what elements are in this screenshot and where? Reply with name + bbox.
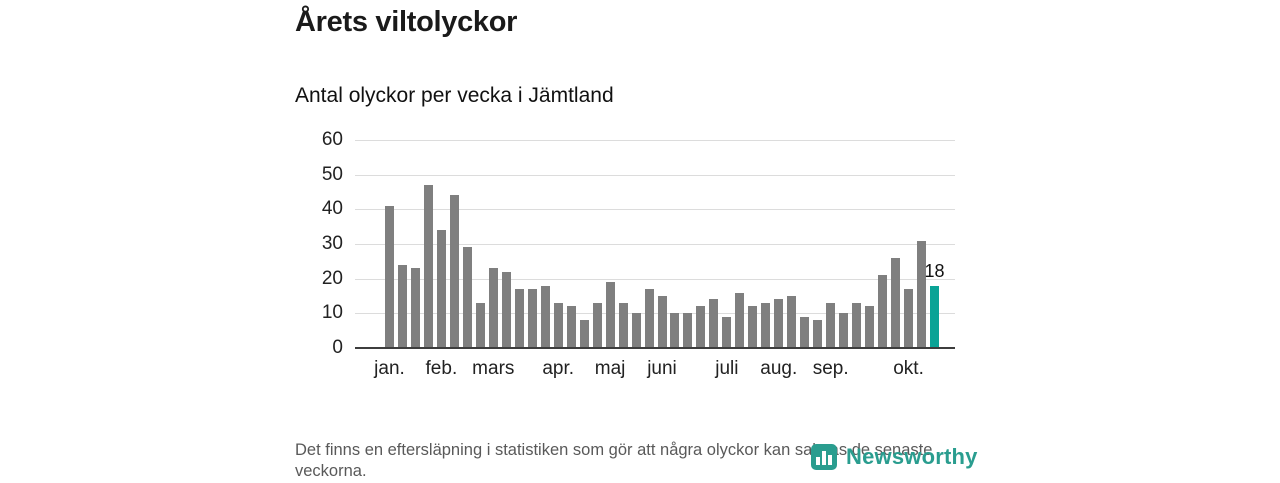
bar-week [462, 247, 472, 348]
chart-title: Årets viltolyckor [295, 6, 518, 38]
bar-week [696, 306, 706, 348]
bar-week [800, 316, 810, 348]
newsworthy-icon [811, 444, 837, 470]
bar-week [423, 185, 433, 348]
y-tick-label: 20 [321, 267, 343, 289]
bar-week [527, 289, 537, 348]
bar-week [774, 299, 784, 348]
y-tick-label: 50 [321, 163, 343, 185]
bar-week [813, 320, 823, 348]
bar-week [748, 306, 758, 348]
x-tick-label: sep. [812, 358, 849, 379]
bar-week [566, 306, 576, 348]
highlight-value-label: 18 [924, 260, 945, 281]
bar-week [579, 320, 589, 348]
bar-week [618, 302, 628, 348]
x-tick-label: mars [472, 358, 515, 379]
bar-week [761, 302, 771, 348]
gridline [355, 140, 955, 141]
x-tick-label: maj [594, 358, 626, 379]
bar-week [670, 313, 680, 348]
x-tick-label: apr. [542, 358, 575, 379]
gridline [355, 278, 955, 280]
footnote: Det finns en eftersläpning i statistiken… [295, 441, 933, 481]
gridline [355, 313, 955, 315]
newsworthy-logo: Newsworthy [810, 443, 978, 471]
x-tick-label: aug. [760, 358, 798, 379]
bar-week [410, 268, 420, 348]
bar-week [488, 268, 498, 348]
bar-week [553, 302, 563, 348]
bar-week [644, 289, 654, 348]
bar-week [787, 296, 797, 348]
plot-area: 0 10 20 30 40 50 60 18 jan. feb. mars apr. maj juni ju… [322, 129, 955, 379]
bar-week [397, 264, 407, 348]
bar-week [826, 302, 836, 348]
bar-week [709, 299, 719, 348]
x-tick-label: feb. [425, 358, 458, 379]
bar-week-highlighted [930, 285, 939, 348]
gridline [355, 209, 955, 211]
bar-chart: 0 10 20 30 40 50 60 18 jan. feb. mars apr. maj juni ju… [295, 128, 985, 398]
bar-week [605, 282, 615, 348]
bar-week [384, 205, 394, 348]
chart-subtitle: Antal olyckor per vecka i Jämtland [295, 84, 614, 107]
bar-week [722, 316, 732, 348]
brand-name: Newsworthy [846, 444, 978, 469]
bar-week [917, 240, 927, 348]
bar-week [865, 306, 875, 348]
x-tick-label: jan. [374, 358, 405, 379]
bar-week [878, 275, 888, 348]
x-tick-label: juni [647, 358, 677, 379]
bar-week [436, 230, 446, 348]
bar-week [501, 271, 511, 348]
bar-week [657, 296, 667, 348]
x-tick-label: juli [715, 358, 739, 379]
bar-week [514, 289, 524, 348]
bar-week [631, 313, 641, 348]
gridline [355, 174, 955, 176]
bar-week [904, 289, 914, 348]
y-tick-label: 60 [321, 129, 343, 150]
gridline [355, 244, 955, 245]
bar-week [540, 285, 550, 348]
bar-week [852, 302, 862, 348]
bar-week [683, 313, 693, 348]
y-tick-label: 40 [321, 198, 343, 220]
x-axis-line [355, 347, 955, 349]
y-tick-label: 30 [321, 233, 343, 254]
bar-week [839, 313, 849, 348]
bar-week [891, 257, 901, 348]
y-tick-label: 0 [332, 337, 343, 358]
y-tick-label: 10 [321, 302, 343, 324]
bar-week [449, 195, 459, 348]
bar-week [735, 292, 745, 348]
bar-week [475, 302, 485, 348]
x-tick-label: okt. [893, 358, 924, 379]
bar-week [592, 302, 602, 348]
